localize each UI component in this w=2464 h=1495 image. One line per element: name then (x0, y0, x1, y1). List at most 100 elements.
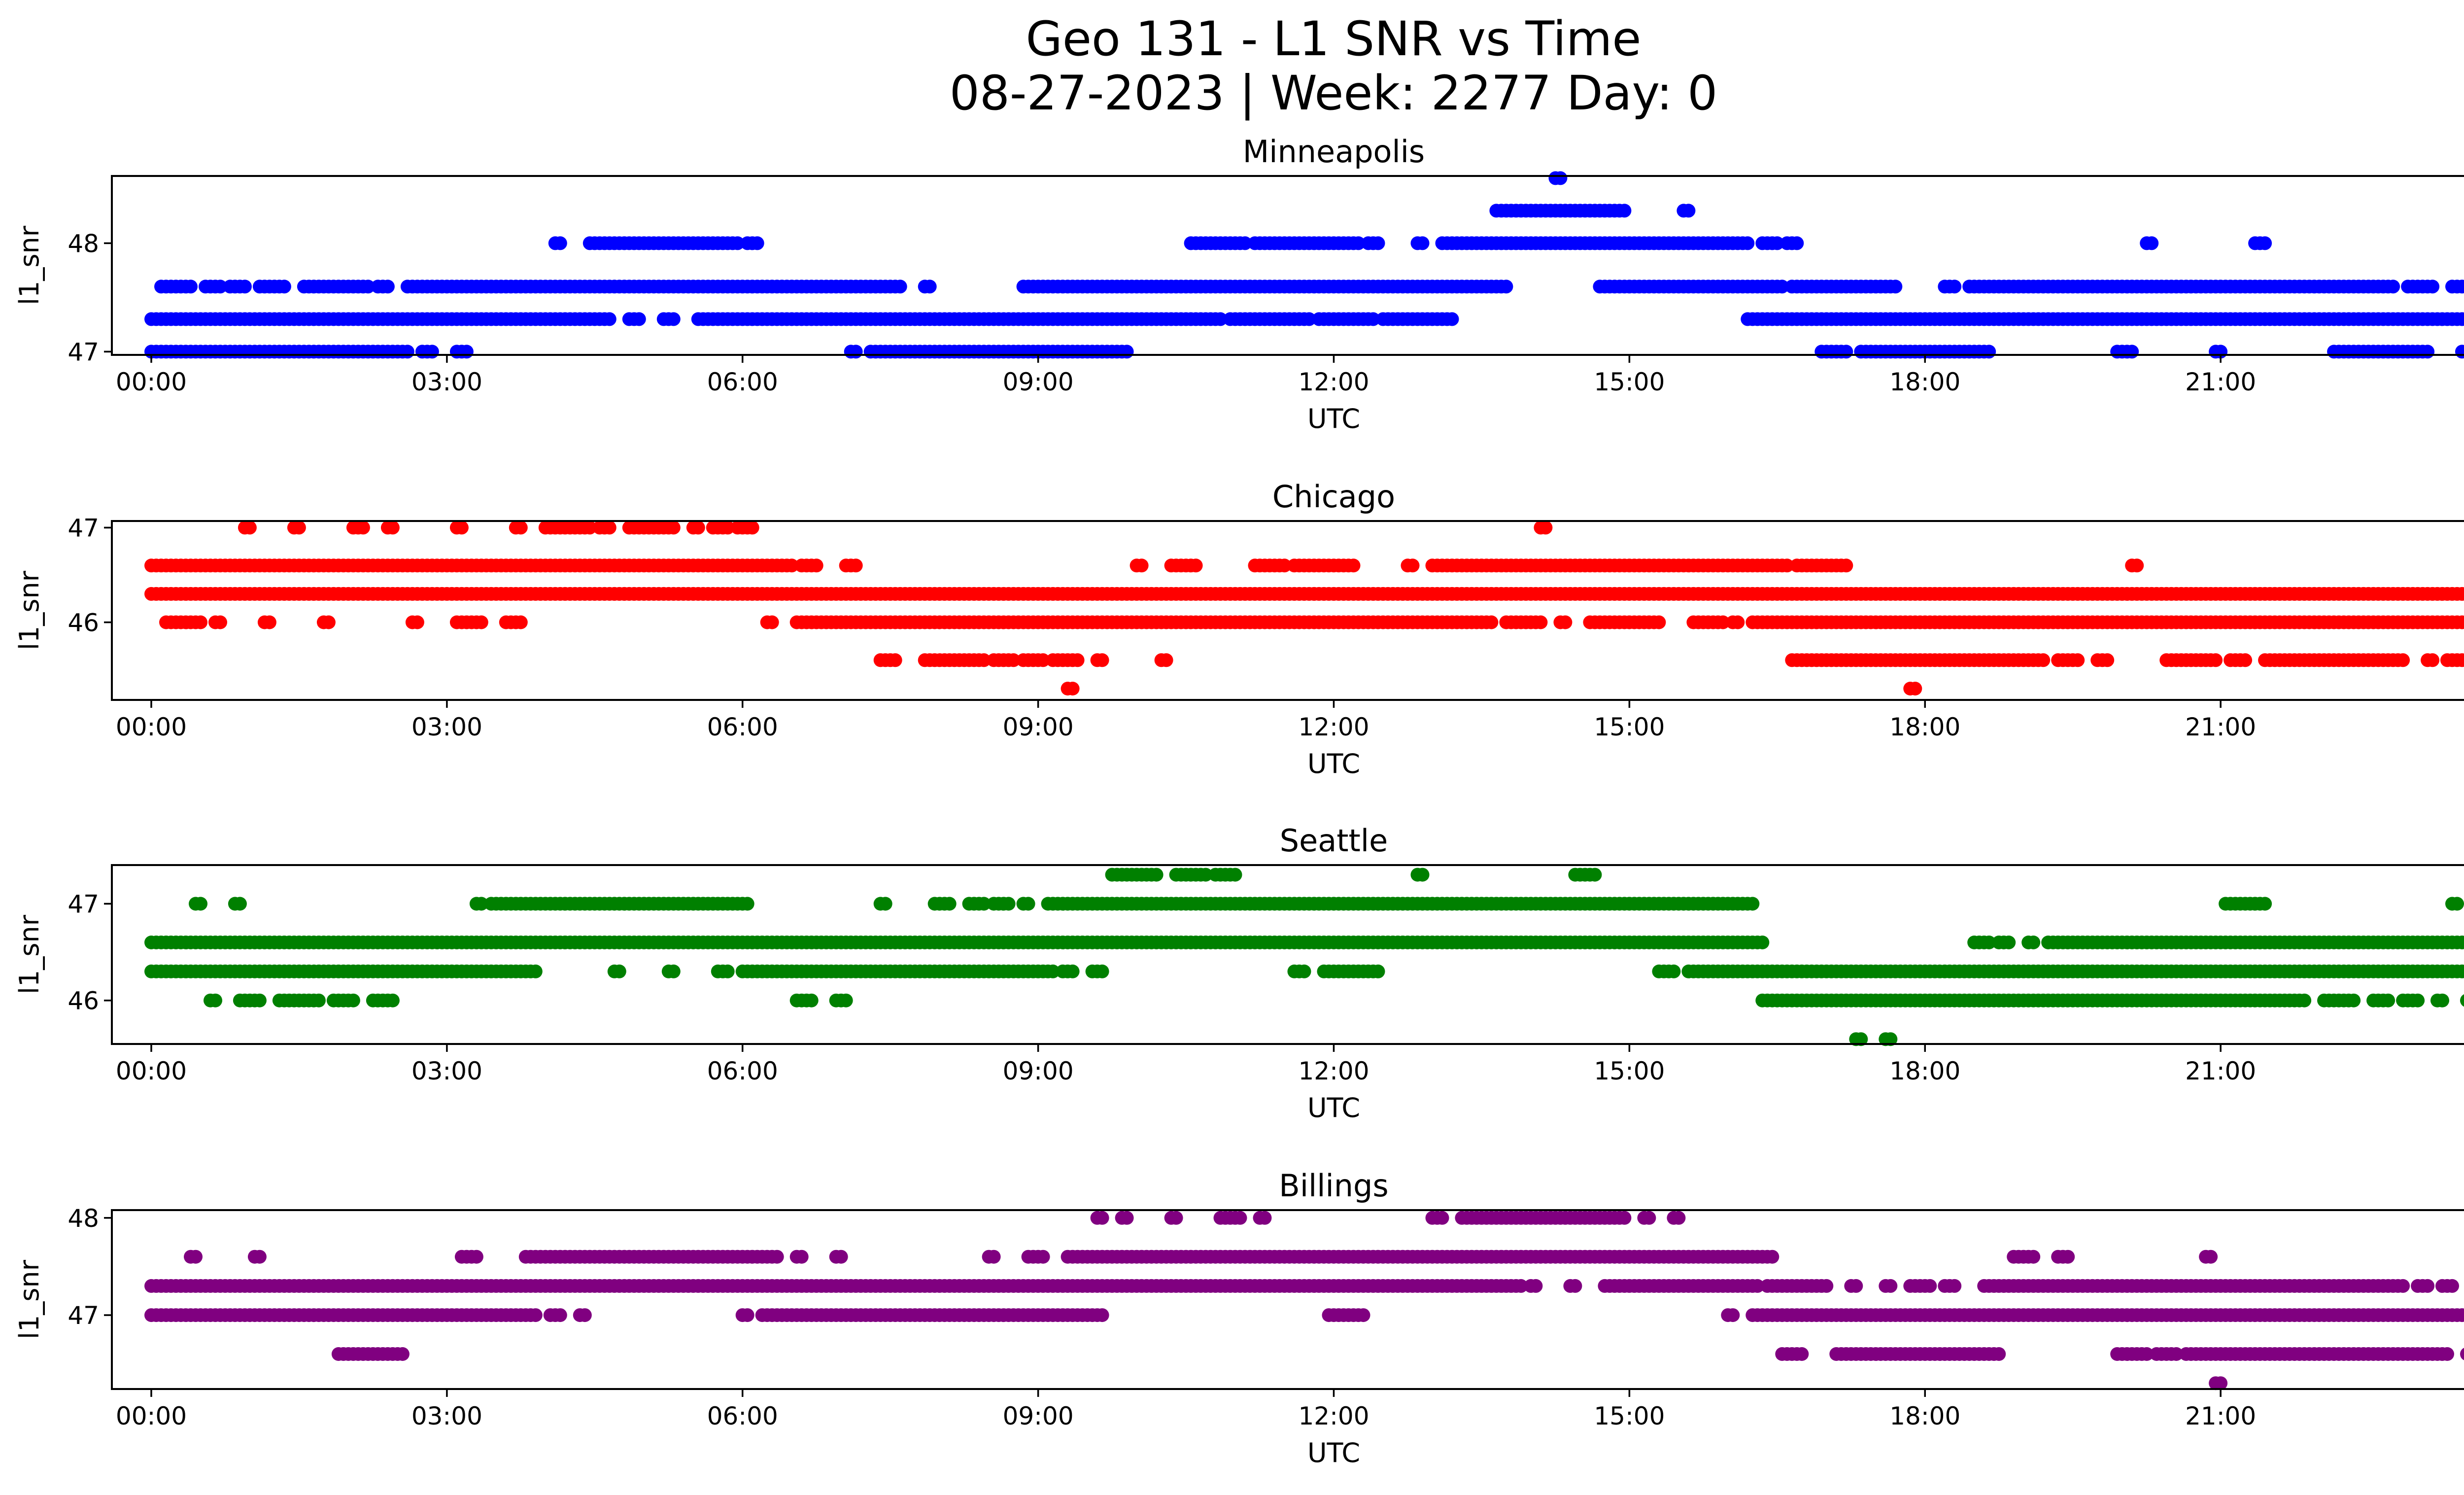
data-point (1036, 1250, 1050, 1264)
x-axis-label: UTC (1307, 1437, 1360, 1468)
data-point (1435, 1211, 1449, 1225)
data-point (878, 897, 892, 911)
data-point (602, 312, 616, 326)
data-point (923, 279, 937, 294)
data-point (213, 279, 227, 294)
data-point (2396, 1279, 2410, 1293)
y-tick-label: 47 (68, 890, 99, 918)
data-point (1134, 558, 1149, 573)
data-point (1534, 615, 1548, 629)
data-point (410, 615, 424, 629)
data-point (252, 1250, 267, 1264)
data-point (1745, 897, 1760, 911)
data-point (1120, 1211, 1134, 1225)
data-point (1617, 1211, 1632, 1225)
data-point (1948, 1279, 1962, 1293)
x-axis-label: UTC (1307, 748, 1360, 779)
data-point (1672, 1211, 1686, 1225)
data-point (1849, 1279, 1863, 1293)
y-tick-label: 46 (68, 987, 99, 1015)
data-point (1588, 868, 1602, 882)
x-tick-label: 21:00 (2185, 1057, 2256, 1085)
data-point (1070, 653, 1085, 667)
data-point (1238, 236, 1252, 250)
data-point (2209, 653, 2223, 667)
x-tick-label: 12:00 (1298, 1057, 1369, 1085)
x-tick-label: 12:00 (1298, 368, 1369, 396)
data-point (1415, 868, 1430, 882)
data-point (1065, 964, 1080, 978)
data-point (346, 993, 360, 1008)
x-tick-label: 06:00 (707, 1402, 778, 1430)
y-tick-label: 48 (68, 229, 99, 258)
data-point (2460, 280, 2464, 293)
data-point (2396, 653, 2410, 667)
data-point (2100, 653, 2115, 667)
data-point (2450, 897, 2464, 911)
subplot-title: Seattle (1280, 823, 1388, 859)
data-point (459, 345, 474, 359)
x-tick-label: 03:00 (411, 368, 482, 396)
data-point (1297, 964, 1311, 978)
data-point (2426, 279, 2440, 294)
data-point (262, 615, 276, 629)
data-point (385, 993, 400, 1008)
data-point (1839, 558, 1853, 573)
data-point (1553, 171, 1568, 185)
y-axis-label: l1_snr (14, 1259, 45, 1339)
data-point (1095, 964, 1109, 978)
data-point (578, 1308, 592, 1322)
data-point (1839, 345, 1853, 359)
data-point (194, 615, 207, 629)
x-tick-label: 18:00 (1889, 1402, 1960, 1430)
data-point (233, 897, 247, 911)
data-point (395, 1347, 410, 1361)
x-tick-label: 15:00 (1594, 1057, 1665, 1085)
data-point (839, 993, 853, 1008)
data-point (1568, 1279, 1582, 1293)
data-point (1189, 558, 1203, 573)
data-point (2426, 653, 2440, 667)
data-point (987, 1250, 1001, 1264)
data-point (740, 1308, 754, 1322)
data-point (977, 653, 991, 667)
y-tick-label: 47 (68, 338, 99, 366)
data-point (184, 279, 198, 294)
data-point (1529, 1279, 1543, 1293)
data-point (2411, 993, 2425, 1008)
x-axis-label: UTC (1307, 1092, 1360, 1123)
data-point (1795, 1347, 1809, 1361)
data-point (1642, 1211, 1656, 1225)
data-point (2026, 1250, 2041, 1264)
data-point (356, 521, 370, 535)
data-point (2297, 993, 2312, 1008)
data-point (2421, 1279, 2435, 1293)
data-point (194, 897, 207, 911)
data-point (1213, 312, 1228, 326)
data-point (849, 558, 863, 573)
data-point (1356, 1308, 1370, 1322)
x-tick-label: 00:00 (116, 1402, 187, 1430)
data-point (1755, 936, 1770, 949)
x-tick-label: 00:00 (116, 1057, 187, 1085)
data-point (400, 345, 414, 359)
data-point (1726, 1308, 1740, 1322)
x-tick-label: 21:00 (2185, 1402, 2256, 1430)
data-point (553, 1308, 567, 1322)
data-point (1346, 558, 1361, 573)
data-point (785, 558, 799, 573)
data-point (1149, 868, 1164, 882)
data-point (1169, 1211, 1183, 1225)
y-axis-label: l1_snr (14, 570, 45, 650)
data-point (385, 521, 400, 535)
data-point (804, 993, 819, 1008)
data-point (2002, 936, 2016, 949)
data-point (666, 521, 681, 535)
data-point (849, 345, 863, 359)
x-tick-label: 09:00 (1003, 368, 1074, 396)
subplot-title: Chicago (1272, 479, 1395, 515)
